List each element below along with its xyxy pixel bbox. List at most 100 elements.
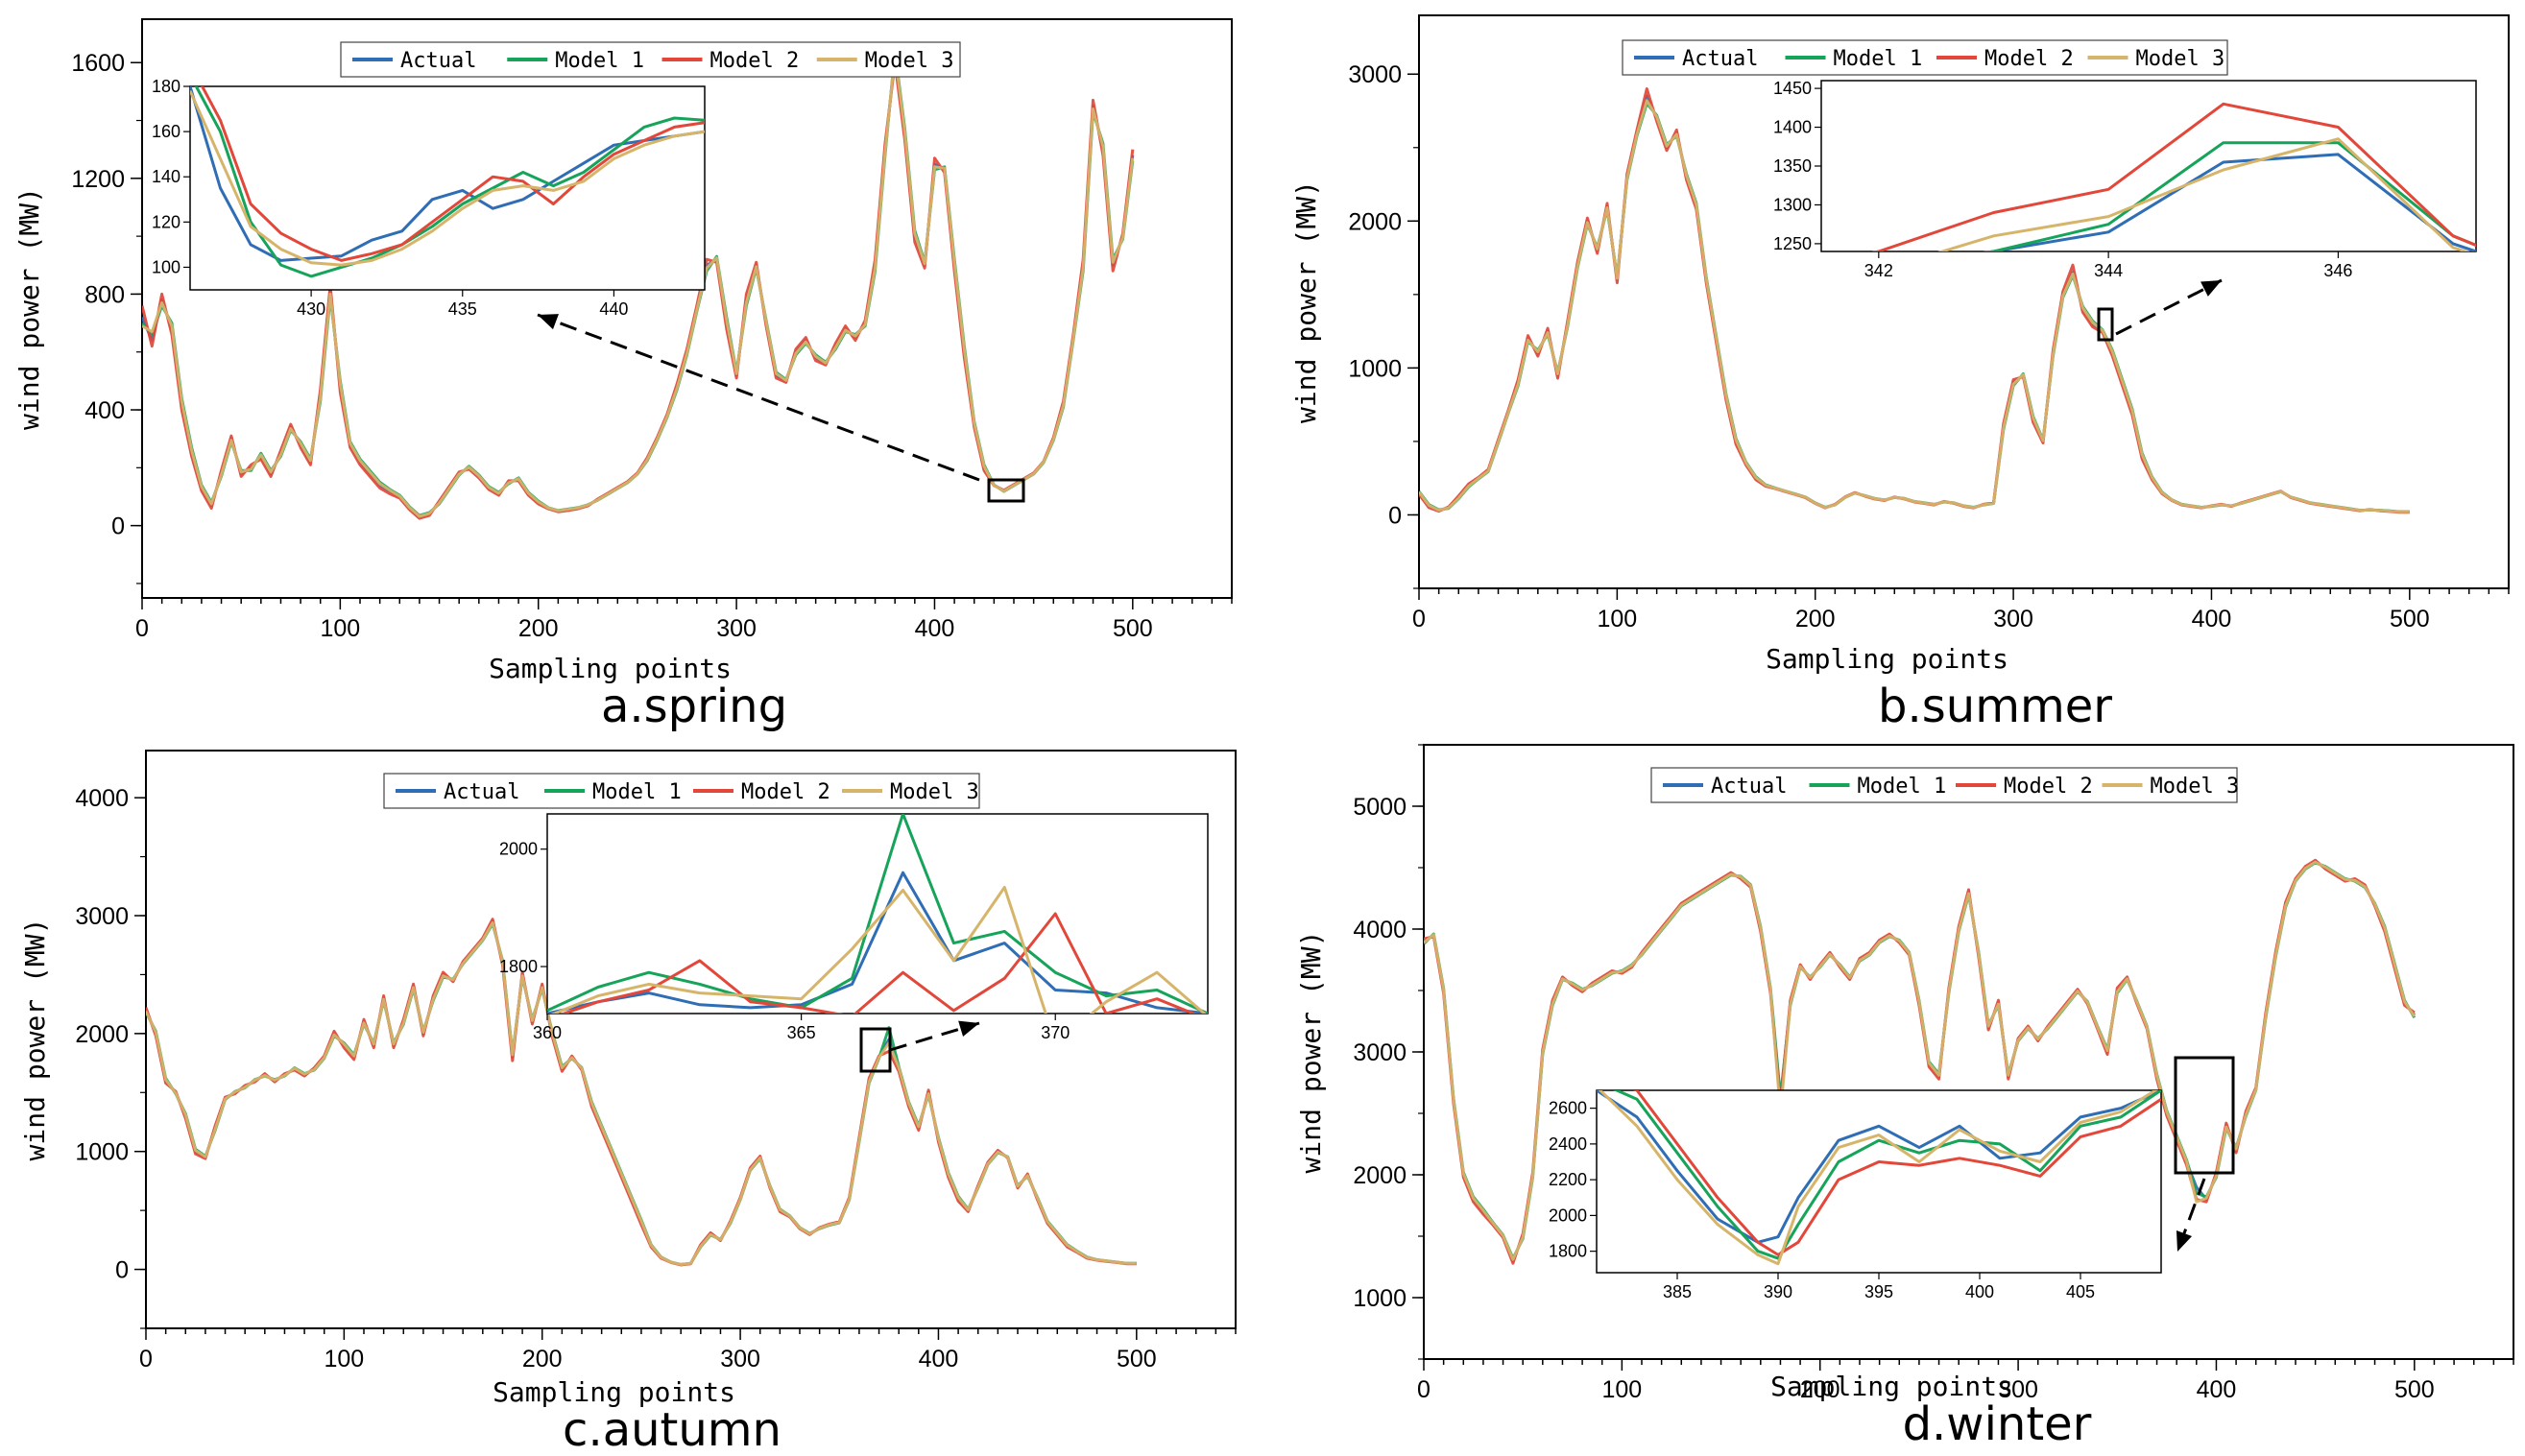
winter-inset-y-tick-label: 1800 [1549,1242,1587,1261]
winter-y-tick-label: 1000 [1353,1285,1407,1312]
winter-caption: d.winter [1903,1397,2092,1451]
winter-inset-y-tick-label: 2000 [1549,1205,1587,1225]
summer-y-tick-label: 1000 [1348,355,1402,382]
winter-inset-x-tick-label: 400 [1965,1282,1994,1301]
summer-inset-x-tick-label: 344 [2094,261,2123,280]
autumn-model-3-line [146,920,1137,1266]
autumn-caption: c.autumn [563,1403,782,1456]
summer-inset-y-tick-label: 1300 [1773,195,1812,214]
autumn-x-tick-label: 400 [919,1346,959,1372]
spring-inset-model-1-line [194,86,705,278]
autumn-y-tick-label: 3000 [75,903,129,930]
spring-model-3-line [142,52,1135,518]
summer-x-tick-label: 500 [2390,606,2430,633]
autumn-series-group [146,918,1137,1267]
winter-inset-x-tick-label: 405 [2066,1282,2095,1301]
spring-inset-y-tick-label: 140 [152,167,180,186]
winter-inset-model-3-line [1598,1090,2158,1266]
spring-y-tick-label: 400 [84,397,125,424]
spring-chart-panel: 0 100 200 300 400 500 0 400 800 1200 1600 Sampling … [13,18,1233,684]
summer-inset-y-tick-label: 1250 [1773,234,1812,253]
spring-x-tick-label: 500 [1113,615,1153,642]
spring-inset-model-2-line [200,86,705,262]
summer-inset-model-1-line [1983,141,2476,251]
spring-y-tick-label: 0 [111,513,125,540]
autumn-x-tick-label: 500 [1117,1346,1157,1372]
autumn-y-tick-label: 2000 [75,1021,129,1048]
autumn-legend-label-actual: Actual [444,780,519,804]
summer-legend-label-model-1: Model 1 [1834,47,1923,71]
autumn-inset-y-tick-label: 2000 [499,840,538,859]
winter-y-tick-label: 4000 [1353,917,1407,943]
winter-inset-x-tick-label: 385 [1663,1282,1692,1301]
winter-x-tick-label: 500 [2394,1376,2435,1403]
winter-inset-actual-line [1597,1090,2161,1244]
winter-inset-x-tick-label: 395 [1864,1282,1893,1301]
spring-inset-y-tick-label: 100 [152,257,180,276]
winter-y-tick-label: 2000 [1353,1162,1407,1189]
summer-legend-label-model-2: Model 2 [1984,47,2074,71]
spring-legend-label-model-1: Model 1 [555,49,644,73]
summer-y-tick-label: 2000 [1348,208,1402,235]
winter-inset-y-tick-label: 2200 [1549,1170,1587,1189]
spring-inset-y-tick-label: 120 [152,212,180,231]
winter-inset-x-tick-label: 390 [1764,1282,1792,1301]
spring-x-tick-label: 200 [518,615,559,642]
winter-x-axis-title: Sampling points [1770,1371,2013,1402]
winter-zoom-arrow-head [2176,1230,2193,1252]
spring-inset-x-tick-label: 435 [448,299,477,319]
summer-y-tick-label: 0 [1388,502,1402,529]
autumn-inset-y-tick-label: 1800 [499,957,538,976]
autumn-x-tick-label: 300 [720,1346,760,1372]
winter-inset-series-group [1597,1090,2161,1266]
autumn-inset-model-1-line [547,814,1208,1014]
autumn-plot-frame [145,750,1237,1329]
summer-x-tick-label: 0 [1412,606,1426,633]
spring-series-group [142,49,1135,520]
spring-inset-y-tick-label: 180 [152,77,180,96]
autumn-legend-label-model-2: Model 2 [741,780,830,804]
autumn-inset-model-3-line [550,886,1207,1014]
autumn-inset-series-group [547,814,1208,1014]
summer-inset-y-tick-label: 1400 [1773,118,1812,137]
spring-x-tick-label: 0 [135,615,149,642]
spring-inset-series-group [190,86,705,278]
winter-x-tick-label: 100 [1602,1376,1643,1403]
winter-x-tick-label: 300 [1998,1376,2038,1403]
summer-legend-box [1622,39,2228,76]
spring-inset-x-tick-label: 440 [599,299,628,319]
summer-inset-y-tick-label: 1450 [1773,79,1812,98]
autumn-y-tick-label: 1000 [75,1139,129,1166]
summer-inset-y-tick-label: 1350 [1773,156,1812,176]
winter-y-tick-label: 3000 [1353,1039,1407,1066]
spring-inset-y-tick-label: 160 [152,122,180,141]
summer-inset-model-3-line [1937,137,2471,251]
autumn-zoom-arrow-line [889,1021,980,1052]
autumn-x-tick-label: 100 [325,1346,365,1372]
spring-y-axis-title: wind power (MW) [13,187,45,430]
autumn-legend-label-model-3: Model 3 [890,780,979,804]
spring-zoom-arrow-line [537,313,980,482]
summer-chart-panel: 0 100 200 300 400 500 0 1000 2000 3000 Sampling po… [1290,14,2510,675]
autumn-chart-panel: 0 100 200 300 400 500 0 1000 2000 3000 4000 Samplin… [19,750,1237,1408]
spring-x-axis-title: Sampling points [489,653,732,684]
spring-legend-label-actual: Actual [400,49,476,73]
autumn-y-tick-label: 0 [115,1257,129,1284]
winter-x-tick-label: 400 [2197,1376,2237,1403]
autumn-inset-frame [546,813,1209,1014]
winter-y-axis-title: wind power (MW) [1295,931,1327,1174]
winter-x-tick-label: 200 [1800,1376,1840,1403]
summer-inset-series-group [1871,102,2476,251]
autumn-inset-x-tick-label: 360 [533,1023,562,1042]
autumn-inset-x-tick-label: 370 [1041,1023,1070,1042]
spring-inset-frame [189,85,706,291]
winter-zoom-region-box [2174,1056,2235,1175]
summer-inset-x-tick-label: 342 [1864,261,1893,280]
summer-y-axis-title: wind power (MW) [1290,180,1322,423]
autumn-y-axis-title: wind power (MW) [19,919,51,1161]
winter-inset-frame [1596,1089,2162,1274]
spring-x-tick-label: 300 [716,615,757,642]
spring-inset-x-tick-label: 430 [297,299,325,319]
summer-plot-frame [1418,14,2510,589]
